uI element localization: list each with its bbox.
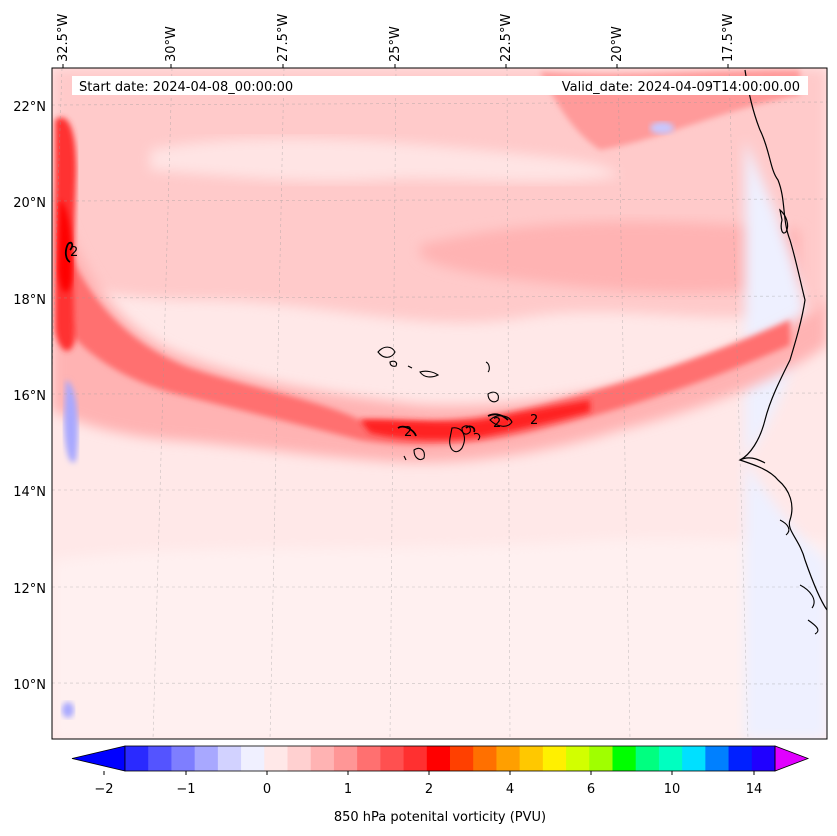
pv-field-north-light [150, 138, 620, 182]
colorbar-segment [589, 746, 613, 771]
pv-negative-anomaly [64, 380, 78, 463]
colorbar-segment [217, 746, 242, 771]
lon-label: 20°W [610, 26, 625, 62]
colorbar-segment [241, 746, 265, 771]
lat-label: 10°N [13, 678, 46, 693]
colorbar-segment [542, 746, 567, 771]
lat-label: 14°N [13, 485, 46, 500]
colorbar-segment [380, 746, 405, 771]
lat-label: 18°N [13, 293, 46, 308]
bijagos-islands [779, 519, 819, 635]
colorbar-tick-label: 14 [746, 782, 763, 797]
colorbar-segment [426, 746, 451, 771]
colorbar-segment [194, 746, 219, 771]
colorbar-segment [148, 746, 172, 771]
colorbar-segment [635, 746, 660, 771]
colorbar-tick-label: 4 [506, 782, 514, 797]
colorbar-tick-label: 0 [263, 782, 271, 797]
lon-label: 22.5°W [499, 14, 514, 62]
contour-label-east-2: 2 [530, 413, 538, 428]
colorbar-tick-label: −2 [94, 782, 113, 797]
colorbar-segment [682, 746, 706, 771]
lon-label: 25°W [388, 26, 403, 62]
colorbar-segment [705, 746, 730, 771]
contour-label-central: 2 [404, 425, 412, 440]
colorbar-segment [566, 746, 590, 771]
lat-label: 12°N [13, 582, 46, 597]
pv-west-core [58, 200, 73, 293]
colorbar-frame [124, 745, 776, 772]
longitude-labels: 32.5°W 30°W 27.5°W 25°W 22.5°W 20°W 17.5°W [56, 14, 736, 68]
colorbar-tick-label: 2 [425, 782, 433, 797]
colorbar-segment [473, 746, 497, 771]
pv-negative-anomaly-south [62, 702, 74, 718]
lat-label: 22°N [13, 100, 46, 115]
colorbar-segment [612, 746, 637, 771]
start-date-text: Start date: 2024-04-08_00:00:00 [79, 80, 293, 95]
colorbar-segment [450, 746, 474, 771]
colorbar-under-arrow [71, 745, 126, 772]
colorbar-tick-label: 10 [664, 782, 681, 797]
colorbar-segment [403, 746, 428, 771]
colorbar-tick-label: 1 [344, 782, 352, 797]
coast-fragment [779, 208, 789, 234]
colorbar-segment [125, 746, 149, 771]
lat-label: 16°N [13, 389, 46, 404]
colorbar-segment [519, 746, 544, 771]
colorbar-over-arrow [774, 745, 810, 772]
lon-label: 32.5°W [56, 14, 71, 62]
colorbar-segment [287, 746, 312, 771]
dakar-peninsula [739, 457, 766, 464]
latitude-labels: 22°N 20°N 18°N 16°N 14°N 12°N 10°N [13, 100, 46, 693]
colorbar-segment [751, 746, 776, 771]
contour-label-east-1: 2 [493, 416, 501, 431]
pv-negative-anomaly-ne [650, 122, 674, 134]
colorbar-segment [310, 746, 335, 771]
lat-label: 20°N [13, 196, 46, 211]
lon-label: 27.5°W [276, 14, 291, 62]
date-banner [72, 76, 808, 95]
colorbar-segment [496, 746, 521, 771]
contour-label-west: 2 [70, 245, 78, 260]
pv-field-north-mid [420, 221, 800, 293]
colorbar-segment [264, 746, 288, 771]
cape-verde-islands [377, 346, 513, 461]
pv-field-south [52, 538, 827, 739]
colorbar-label: 850 hPa potenital vorticity (PVU) [334, 810, 546, 825]
map-panel: 2 2 2 2 [52, 68, 827, 739]
pv-band-core [360, 400, 590, 440]
colorbar: −2 −1 0 1 2 4 6 10 14 [71, 745, 810, 797]
map-frame [51, 67, 828, 740]
lon-label: 17.5°W [721, 14, 736, 62]
colorbar-segment [357, 746, 381, 771]
colorbar-tick-label: 6 [587, 782, 595, 797]
valid-date-text: Valid_date: 2024-04-09T14:00:00.00 [562, 80, 800, 95]
africa-coastline [738, 69, 827, 611]
colorbar-segment [333, 746, 358, 771]
graticule [52, 68, 827, 739]
lon-label: 30°W [164, 26, 179, 62]
colorbar-segment [171, 746, 196, 771]
pv-band-strong [60, 230, 790, 446]
colorbar-segment [658, 746, 683, 771]
colorbar-segment [728, 746, 753, 771]
colorbar-tick-label: −1 [176, 782, 195, 797]
pv-2-contours [64, 241, 509, 437]
